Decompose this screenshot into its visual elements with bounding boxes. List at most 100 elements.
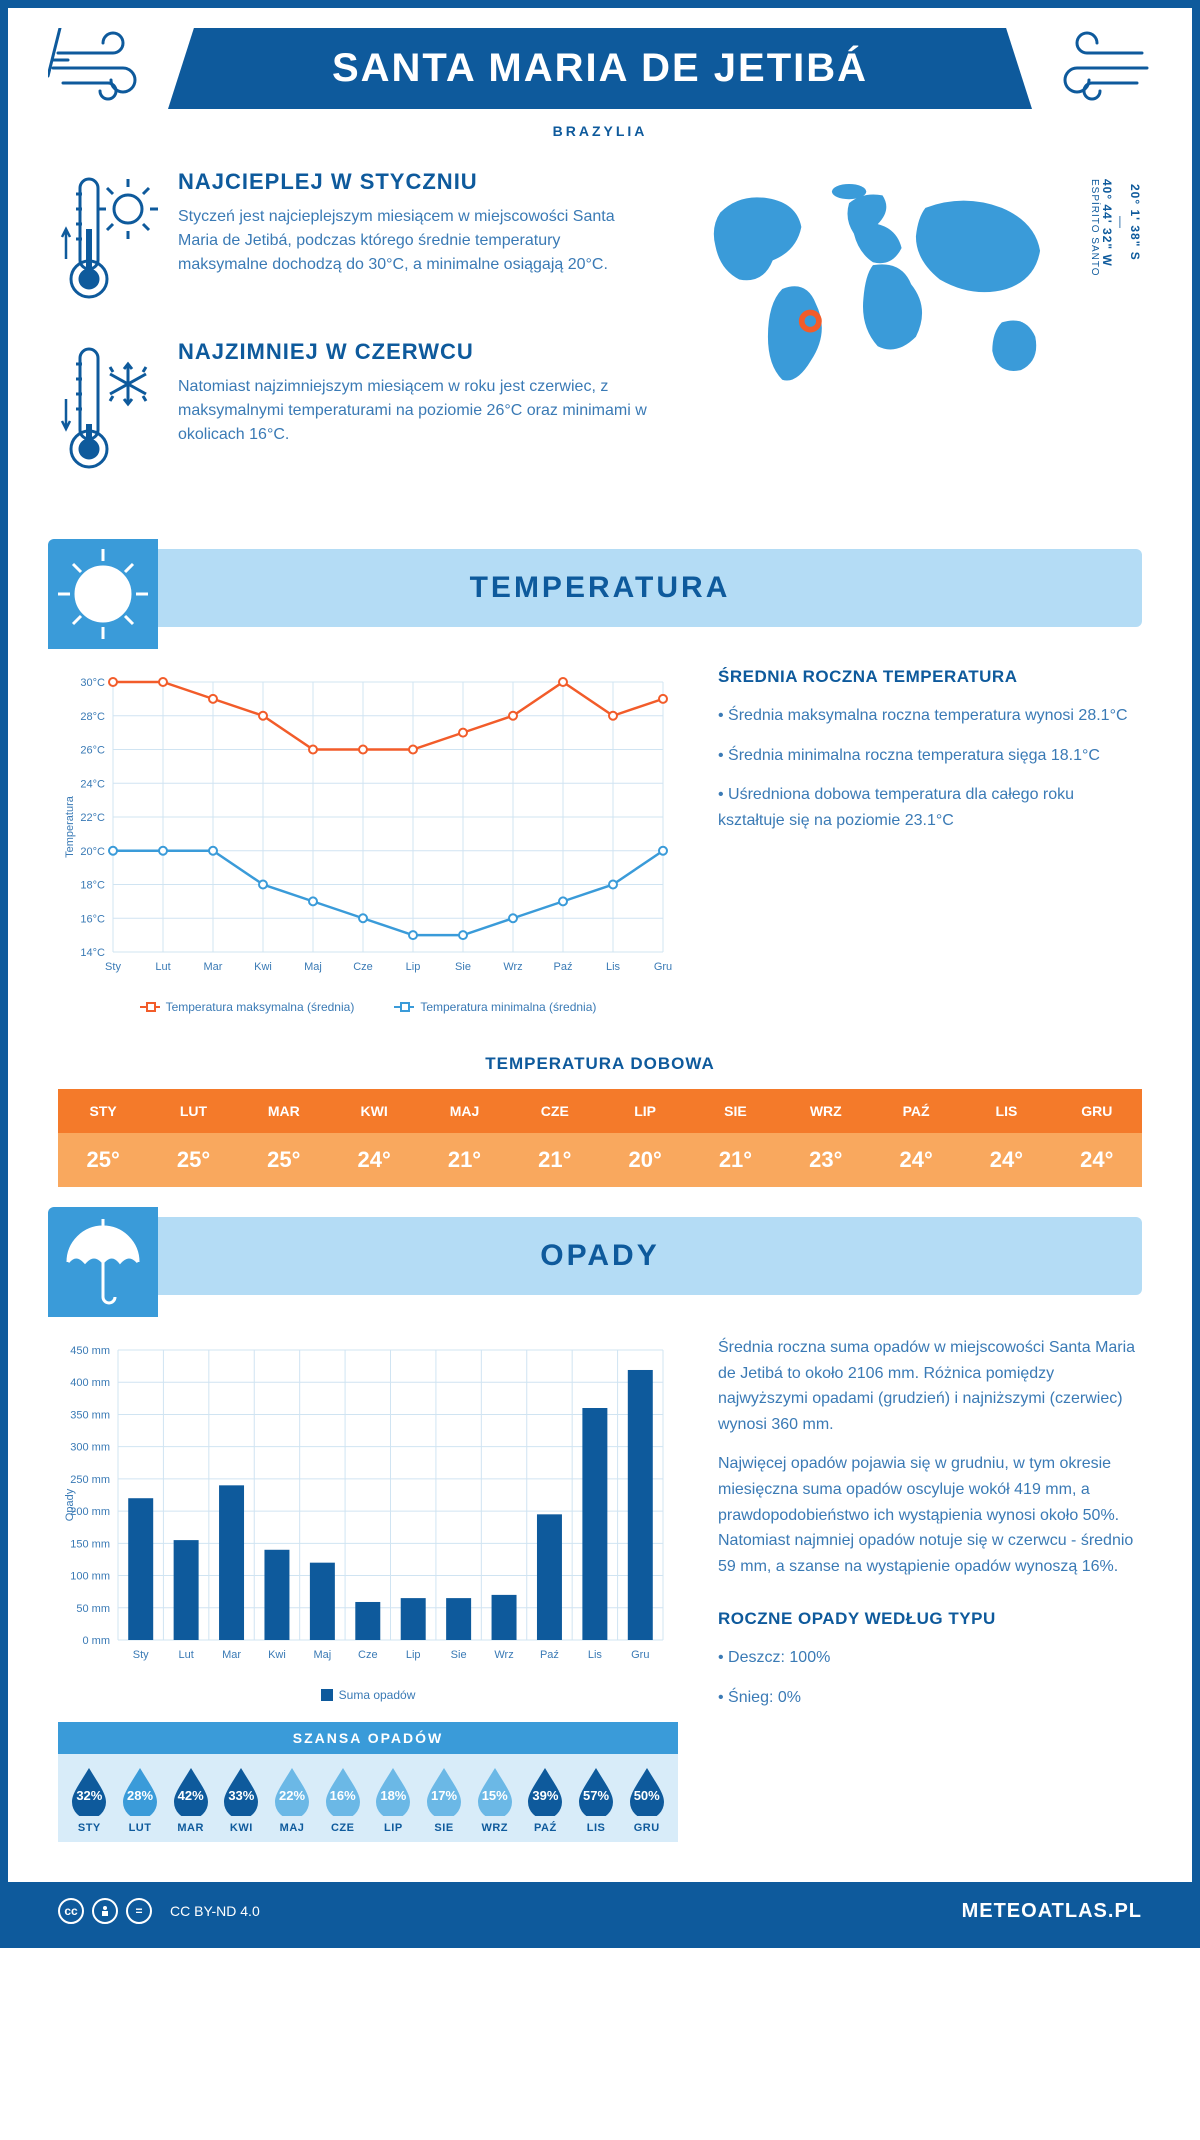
temp-bullet: Średnia minimalna roczna temperatura się… xyxy=(718,743,1142,769)
dt-month: LIP xyxy=(600,1089,690,1133)
nd-icon: = xyxy=(126,1898,152,1924)
svg-text:Sty: Sty xyxy=(133,1649,149,1661)
svg-text:28°C: 28°C xyxy=(80,711,105,723)
rain-drop-col: 42% MAR xyxy=(165,1766,216,1834)
coord-lon: 40° 44' 32" W xyxy=(1100,169,1114,277)
rain-drop-icon: 50% xyxy=(626,1766,668,1816)
rain-drop-month: MAR xyxy=(165,1822,216,1834)
svg-text:Kwi: Kwi xyxy=(254,961,272,973)
temp-bullet: Średnia maksymalna roczna temperatura wy… xyxy=(718,703,1142,729)
rain-drop-icon: 22% xyxy=(271,1766,313,1816)
svg-text:Cze: Cze xyxy=(358,1649,378,1661)
svg-text:350 mm: 350 mm xyxy=(70,1409,110,1421)
dt-month: LIS xyxy=(961,1089,1051,1133)
svg-text:16°C: 16°C xyxy=(80,913,105,925)
rain-drop-col: 28%LUT xyxy=(115,1766,166,1834)
dt-month: MAJ xyxy=(419,1089,509,1133)
temp-title: TEMPERATURA xyxy=(68,571,1132,605)
cold-fact: NAJZIMNIEJ W CZERWCU Natomiast najzimnie… xyxy=(58,339,652,479)
wind-icon-right xyxy=(1032,28,1152,108)
hot-fact-text: Styczeń jest najcieplejszym miesiącem w … xyxy=(178,205,652,277)
svg-text:300 mm: 300 mm xyxy=(70,1442,110,1454)
rain-drop-month: LIS xyxy=(571,1822,622,1834)
svg-text:Lis: Lis xyxy=(606,961,621,973)
daily-temp-table: STYLUTMARKWIMAJCZELIPSIEWRZPAŹLISGRU 25°… xyxy=(58,1089,1142,1187)
site-name[interactable]: METEOATLAS.PL xyxy=(962,1900,1142,1923)
svg-text:26°C: 26°C xyxy=(80,745,105,757)
precip-rain: Deszcz: 100% xyxy=(718,1645,1142,1671)
temp-legend: .legend-item:nth-child(1) .legend-swatch… xyxy=(58,1000,678,1014)
rain-drop-icon: 18% xyxy=(372,1766,414,1816)
precipitation-chart: 0 mm50 mm100 mm150 mm200 mm250 mm300 mm3… xyxy=(58,1335,678,1675)
precip-legend-label: Suma opadów xyxy=(339,1688,416,1702)
rain-drop-col: 32% STY xyxy=(64,1766,115,1834)
svg-text:450 mm: 450 mm xyxy=(70,1345,110,1357)
svg-text:30°C: 30°C xyxy=(80,677,105,689)
precip-text-2: Najwięcej opadów pojawia się w grudniu, … xyxy=(718,1451,1142,1579)
temp-side-title: ŚREDNIA ROCZNA TEMPERATURA xyxy=(718,667,1142,687)
page-title: SANTA MARIA DE JETIBÁ xyxy=(168,28,1032,109)
rain-drop-month: WRZ xyxy=(469,1822,520,1834)
svg-text:20°C: 20°C xyxy=(80,846,105,858)
svg-text:Lip: Lip xyxy=(406,961,421,973)
svg-text:150 mm: 150 mm xyxy=(70,1538,110,1550)
svg-text:Sie: Sie xyxy=(451,1649,467,1661)
temp-bullet: Uśredniona dobowa temperatura dla całego… xyxy=(718,782,1142,833)
svg-text:250 mm: 250 mm xyxy=(70,1474,110,1486)
svg-text:400 mm: 400 mm xyxy=(70,1377,110,1389)
svg-text:Mar: Mar xyxy=(204,961,223,973)
rain-drop-month: STY xyxy=(64,1822,115,1834)
svg-text:Kwi: Kwi xyxy=(268,1649,286,1661)
rain-drop-icon: 28% xyxy=(119,1766,161,1816)
temp-bullets: Średnia maksymalna roczna temperatura wy… xyxy=(718,703,1142,833)
dt-value: 24° xyxy=(961,1133,1051,1187)
svg-text:0 mm: 0 mm xyxy=(83,1635,111,1647)
rain-drop-month: SIE xyxy=(419,1822,470,1834)
svg-text:22°C: 22°C xyxy=(80,812,105,824)
rain-drop-col: 17%SIE xyxy=(419,1766,470,1834)
world-map xyxy=(682,169,1083,409)
dt-value: 25° xyxy=(58,1133,148,1187)
rain-drop-col: 15%WRZ xyxy=(469,1766,520,1834)
rain-drop-month: MAJ xyxy=(267,1822,318,1834)
rain-chance-title: SZANSA OPADÓW xyxy=(58,1722,678,1754)
svg-text:Sty: Sty xyxy=(105,961,121,973)
rain-drop-icon: 39% xyxy=(524,1766,566,1816)
precip-legend: Suma opadów xyxy=(58,1688,678,1702)
dt-value: 20° xyxy=(600,1133,690,1187)
rain-drop-month: KWI xyxy=(216,1822,267,1834)
precip-by-type-title: ROCZNE OPADY WEDŁUG TYPU xyxy=(718,1609,1142,1629)
dt-value: 21° xyxy=(419,1133,509,1187)
coord-lat: 20° 1' 38" S xyxy=(1128,169,1142,277)
rain-drop-col: 39%PAŹ xyxy=(520,1766,571,1834)
svg-text:Mar: Mar xyxy=(222,1649,241,1661)
legend-max-label: Temperatura maksymalna (średnia) xyxy=(166,1000,355,1014)
svg-text:Lis: Lis xyxy=(588,1649,603,1661)
thermometer-sun-icon xyxy=(58,169,158,309)
rain-drop-icon: 42% xyxy=(170,1766,212,1816)
svg-text:50 mm: 50 mm xyxy=(76,1603,110,1615)
page-subtitle: BRAZYLIA xyxy=(168,123,1032,139)
svg-text:14°C: 14°C xyxy=(80,947,105,959)
svg-text:Wrz: Wrz xyxy=(494,1649,513,1661)
rain-drop-icon: 32% xyxy=(68,1766,110,1816)
precip-section-header: OPADY xyxy=(58,1217,1142,1295)
dt-value: 24° xyxy=(871,1133,961,1187)
rain-drop-col: 22% MAJ xyxy=(267,1766,318,1834)
dt-value: 25° xyxy=(148,1133,238,1187)
dt-value: 23° xyxy=(781,1133,871,1187)
temp-section-header: TEMPERATURA xyxy=(58,549,1142,627)
cold-fact-text: Natomiast najzimniejszym miesiącem w rok… xyxy=(178,375,652,447)
dt-month: STY xyxy=(58,1089,148,1133)
rain-drop-col: 50%GRU xyxy=(621,1766,672,1834)
precip-title: OPADY xyxy=(68,1239,1132,1273)
dt-value: 21° xyxy=(690,1133,780,1187)
svg-text:Gru: Gru xyxy=(631,1649,649,1661)
svg-text:Wrz: Wrz xyxy=(503,961,522,973)
svg-text:18°C: 18°C xyxy=(80,880,105,892)
dt-month: LUT xyxy=(148,1089,238,1133)
dt-value: 25° xyxy=(239,1133,329,1187)
dt-month: WRZ xyxy=(781,1089,871,1133)
svg-text:Paź: Paź xyxy=(554,961,573,973)
dt-value: 21° xyxy=(510,1133,600,1187)
